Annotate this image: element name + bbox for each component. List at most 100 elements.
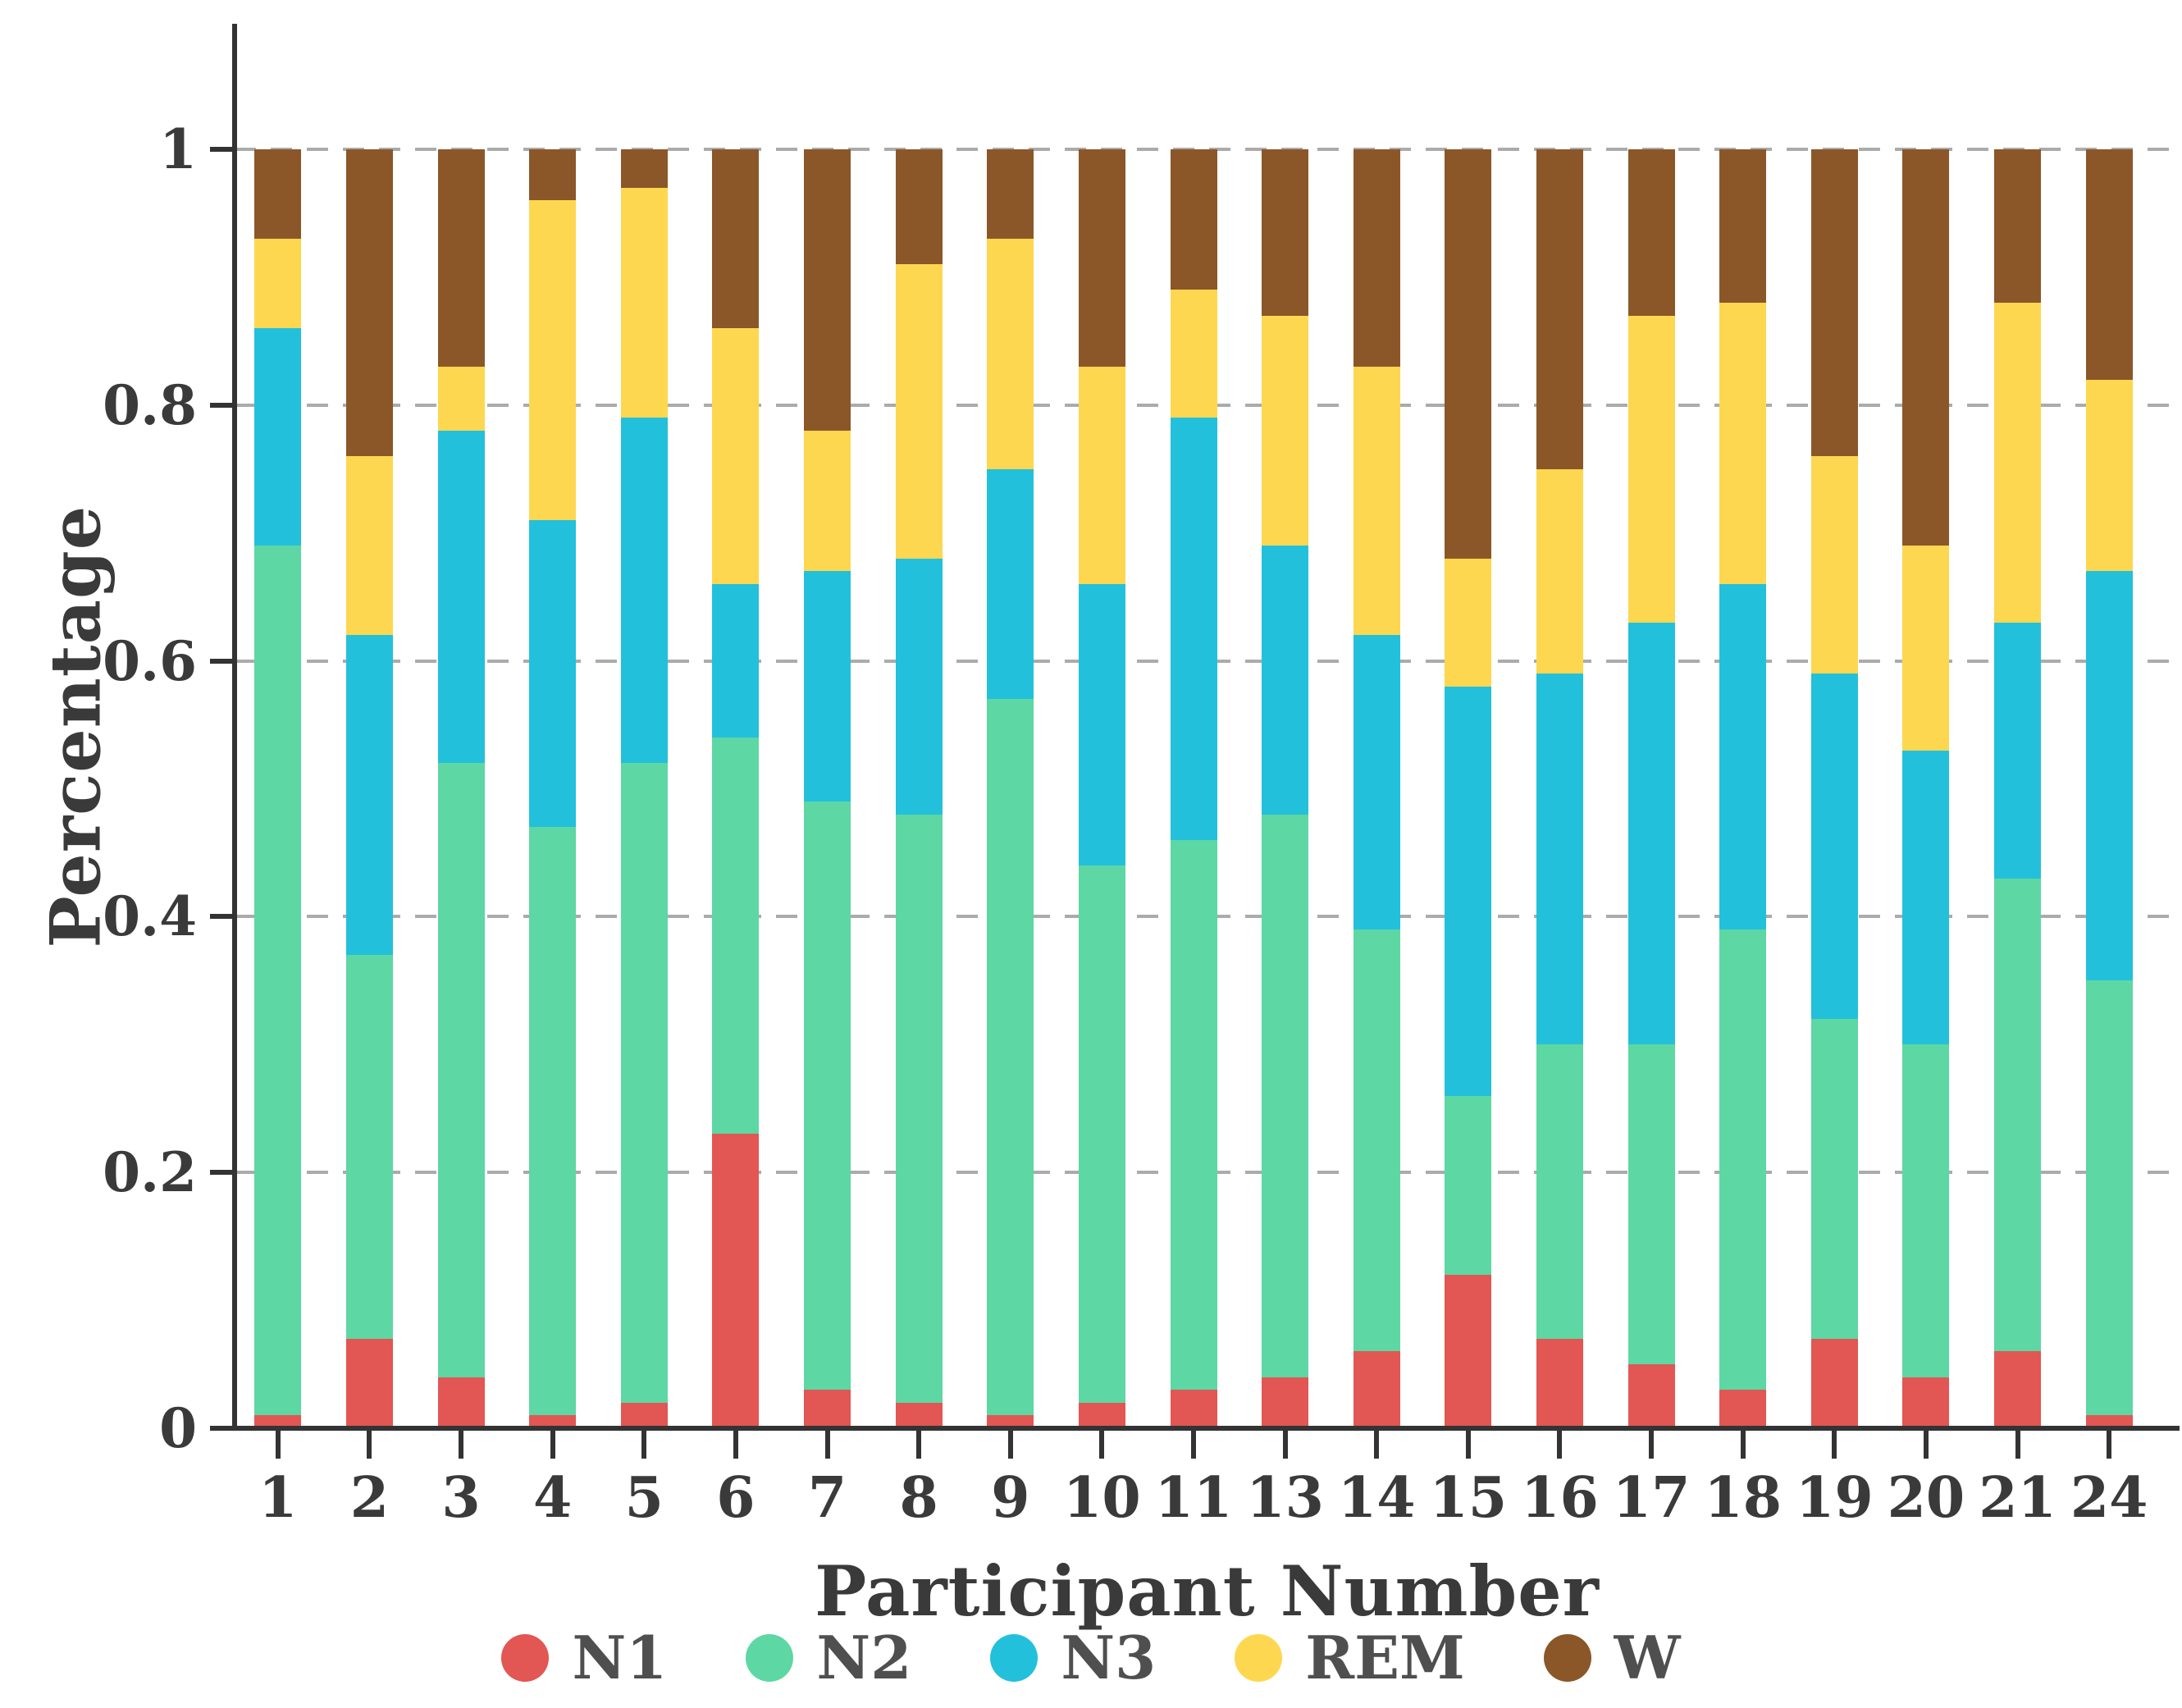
legend: N1 N2 N3 REM W	[0, 1628, 2182, 1687]
bar-segment-REM-participant-16	[1536, 468, 1583, 674]
bar-segment-N2-participant-19	[1810, 1019, 1858, 1339]
legend-label: N2	[816, 1623, 912, 1692]
bar-segment-N3-participant-19	[1810, 674, 1858, 1020]
bar-segment-N1-participant-8	[895, 1402, 943, 1428]
bar-segment-REM-participant-10	[1078, 367, 1125, 585]
bar-segment-W-participant-15	[1445, 149, 1492, 559]
legend-item-W: W	[1543, 1623, 1681, 1692]
bar-segment-W-participant-3	[437, 149, 485, 368]
x-tick-label: 6	[716, 1465, 755, 1531]
bar-segment-W-participant-9	[987, 149, 1034, 240]
bar-segment-W-participant-13	[1262, 149, 1309, 316]
bar-segment-W-participant-20	[1902, 149, 1950, 546]
bar-segment-N3-participant-13	[1262, 546, 1309, 815]
x-tick-24	[2107, 1431, 2112, 1459]
x-tick-14	[1374, 1431, 1380, 1459]
y-tick-0.6	[210, 658, 237, 664]
legend-swatch-N1-icon	[501, 1634, 550, 1682]
bar-segment-REM-participant-4	[529, 200, 577, 521]
bar-segment-N2-participant-21	[1994, 878, 2042, 1352]
bar-segment-REM-participant-13	[1262, 315, 1309, 546]
legend-item-N3: N3	[990, 1628, 1156, 1687]
bar-segment-N2-participant-9	[987, 699, 1034, 1416]
x-tick-label: 18	[1704, 1465, 1783, 1531]
legend-swatch-W-icon	[1543, 1634, 1591, 1682]
bar-segment-W-participant-10	[1078, 149, 1125, 368]
bar-segment-REM-participant-17	[1627, 315, 1675, 623]
x-tick-5	[641, 1431, 647, 1459]
y-tick-label: 0	[159, 1396, 197, 1460]
bar-segment-N1-participant-1	[254, 1415, 302, 1428]
x-tick-8	[916, 1431, 922, 1459]
x-tick-9	[1007, 1431, 1013, 1459]
bar-segment-REM-participant-1	[254, 239, 302, 329]
x-axis-title: Participant Number	[815, 1550, 1600, 1632]
bar-segment-N1-participant-11	[1170, 1390, 1217, 1428]
bar-segment-N1-participant-14	[1353, 1351, 1400, 1428]
bar-segment-N2-participant-3	[437, 763, 485, 1377]
bar-segment-N3-participant-15	[1445, 686, 1492, 1096]
bar-segment-N1-participant-17	[1627, 1364, 1675, 1428]
bar-segment-N2-participant-13	[1262, 814, 1309, 1377]
x-tick-label: 15	[1429, 1465, 1508, 1531]
y-tick-0.8	[210, 402, 237, 408]
legend-swatch-N2-icon	[746, 1634, 794, 1682]
bar-segment-N1-participant-2	[345, 1338, 393, 1428]
bar-segment-N2-participant-20	[1902, 1044, 1950, 1377]
bar-segment-REM-participant-11	[1170, 290, 1217, 418]
x-tick-3	[459, 1431, 464, 1459]
y-tick-label: 0.6	[103, 628, 197, 693]
x-tick-2	[367, 1431, 372, 1459]
x-tick-label: 2	[349, 1465, 390, 1531]
bar-segment-N3-participant-11	[1170, 418, 1217, 840]
legend-item-N1: N1	[501, 1628, 667, 1687]
bar-segment-REM-participant-14	[1353, 367, 1400, 636]
y-tick-0	[210, 1426, 237, 1431]
bar-segment-N3-participant-14	[1353, 635, 1400, 929]
x-tick-label: 17	[1612, 1465, 1691, 1531]
bar-segment-W-participant-17	[1627, 149, 1675, 316]
bar-segment-N1-participant-7	[804, 1390, 851, 1428]
bar-segment-REM-participant-3	[437, 367, 485, 431]
y-tick-0.4	[210, 914, 237, 920]
bar-segment-W-participant-6	[712, 149, 760, 329]
bar-segment-N2-participant-14	[1353, 929, 1400, 1352]
x-tick-18	[1740, 1431, 1746, 1459]
x-tick-4	[550, 1431, 555, 1459]
x-tick-1	[275, 1431, 281, 1459]
bar-segment-N1-participant-3	[437, 1377, 485, 1428]
x-tick-label: 9	[991, 1465, 1030, 1531]
x-tick-16	[1557, 1431, 1563, 1459]
bar-segment-N1-participant-18	[1719, 1390, 1767, 1428]
bar-segment-N1-participant-6	[712, 1134, 760, 1428]
y-tick-1	[210, 147, 237, 152]
bar-segment-REM-participant-7	[804, 430, 851, 572]
plot-area	[235, 148, 2180, 1428]
bar-segment-N3-participant-6	[712, 584, 760, 738]
bar-segment-N1-participant-19	[1810, 1338, 1858, 1428]
bar-segment-N3-participant-4	[529, 520, 577, 828]
bar-segment-N1-participant-9	[987, 1415, 1034, 1428]
bar-segment-W-participant-14	[1353, 149, 1400, 368]
y-tick-label: 0.8	[103, 372, 197, 437]
x-tick-10	[1099, 1431, 1105, 1459]
bar-segment-W-participant-5	[620, 149, 668, 188]
x-tick-15	[1465, 1431, 1471, 1459]
bar-segment-N3-participant-16	[1536, 674, 1583, 1045]
bar-segment-REM-participant-20	[1902, 546, 1950, 751]
bar-segment-REM-participant-2	[345, 456, 393, 636]
bar-segment-N2-participant-8	[895, 814, 943, 1403]
bar-segment-N3-participant-5	[620, 418, 668, 764]
bar-segment-N2-participant-16	[1536, 1044, 1583, 1339]
legend-swatch-N3-icon	[990, 1634, 1039, 1682]
bar-segment-N2-participant-7	[804, 801, 851, 1391]
x-tick-label: 10	[1063, 1465, 1141, 1531]
bar-segment-N1-participant-15	[1445, 1274, 1492, 1428]
x-tick-19	[1832, 1431, 1837, 1459]
bar-segment-REM-participant-5	[620, 187, 668, 418]
bar-segment-N2-participant-24	[2085, 980, 2133, 1416]
bar-segment-N2-participant-15	[1445, 1095, 1492, 1275]
legend-label: W	[1614, 1623, 1681, 1692]
y-tick-label: 1	[159, 117, 197, 181]
